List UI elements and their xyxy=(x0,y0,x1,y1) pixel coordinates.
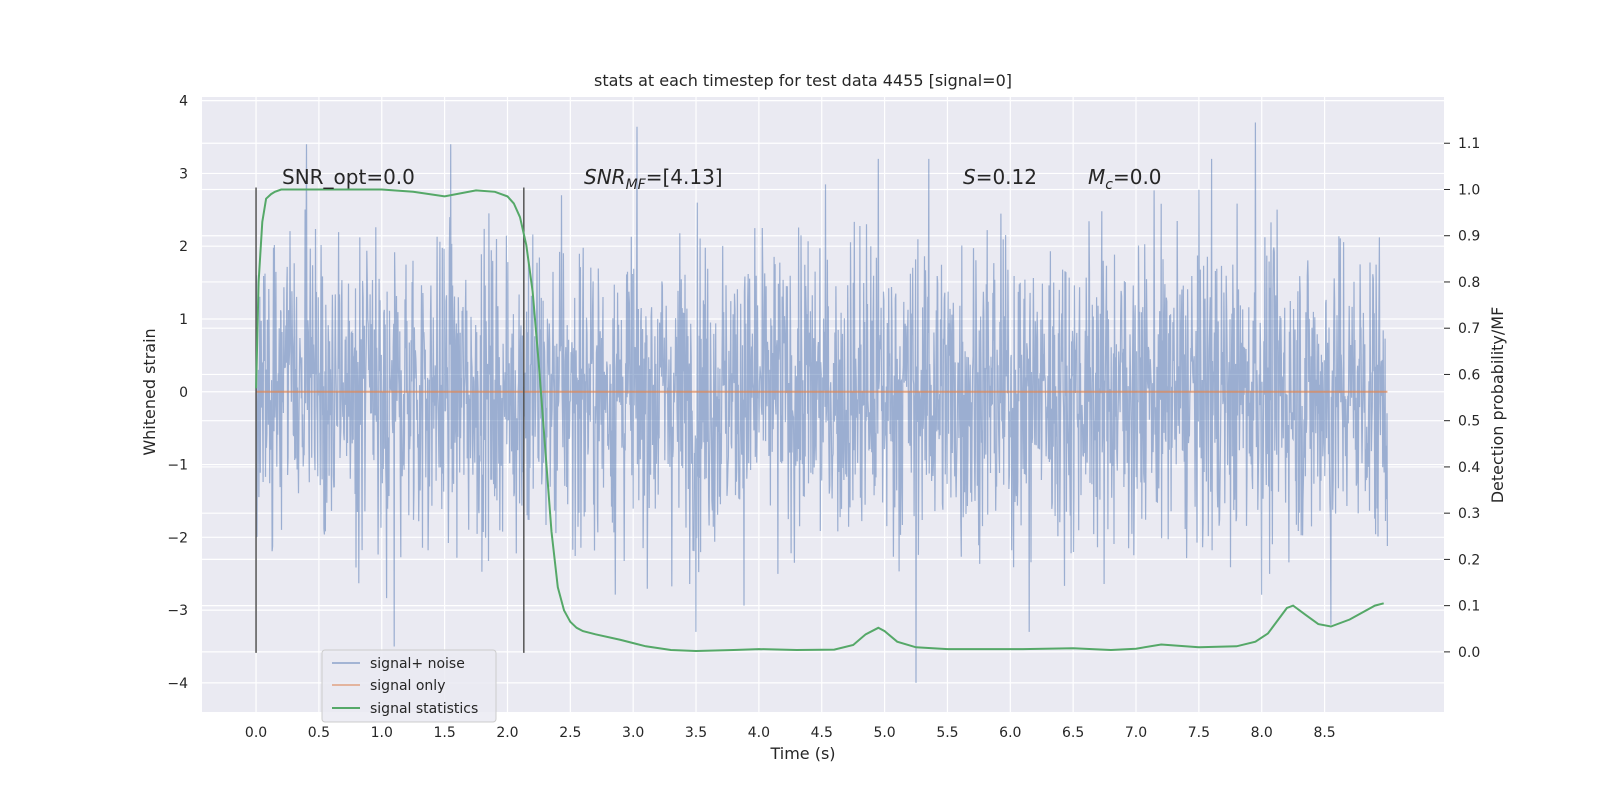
y-axis-label: Whitened strain xyxy=(140,328,159,455)
x-tick-label: 8.0 xyxy=(1251,725,1273,741)
x-tick-label: 6.0 xyxy=(999,725,1021,741)
legend-label-signal: signal only xyxy=(370,678,445,694)
x-tick-label: 8.5 xyxy=(1313,725,1335,741)
y-tick-label: 1 xyxy=(179,312,188,328)
x-tick-label: 2.5 xyxy=(559,725,581,741)
mc-annotation: Mc=0.0 xyxy=(1088,165,1162,193)
y2-tick-label: 1.0 xyxy=(1458,182,1480,198)
snr-mf-main: SNR xyxy=(584,165,626,189)
s-variable: S xyxy=(963,165,976,189)
y-tick-label: 3 xyxy=(179,166,188,182)
chart-title: stats at each timestep for test data 445… xyxy=(594,71,1012,90)
legend-label-statistics: signal statistics xyxy=(370,701,478,717)
y2-tick-label: 0.3 xyxy=(1458,506,1480,522)
x-tick-label: 1.0 xyxy=(371,725,393,741)
y-tick-label: 2 xyxy=(179,239,188,255)
x-tick-label: 1.5 xyxy=(433,725,455,741)
snr-opt-annotation: SNR_opt=0.0 xyxy=(282,165,415,189)
vertical-lines-layer xyxy=(255,187,525,653)
y2-tick-label: 0.0 xyxy=(1458,645,1480,661)
y2-tick-label: 0.7 xyxy=(1458,321,1480,337)
x-tick-label: 5.5 xyxy=(936,725,958,741)
y-tick-label: −2 xyxy=(167,530,188,546)
legend-box xyxy=(321,649,497,723)
y2-tick-label: 1.1 xyxy=(1458,136,1480,152)
x-tick-label: 0.0 xyxy=(245,725,267,741)
y2-tick-label: 0.5 xyxy=(1458,414,1480,430)
y2-tick-label: 0.9 xyxy=(1458,229,1480,245)
s-annotation: S=0.12 xyxy=(963,165,1037,189)
x-tick-label: 4.5 xyxy=(811,725,833,741)
tick-labels-layer: 0.0 0.5 1.0 1.5 2.0 2.5 3.0 3.5 4.0 4.5 5.0 5.5 6.0 6… xyxy=(167,94,1480,741)
y2-tick-label: 0.2 xyxy=(1458,552,1480,568)
snr-mf-value: =[4.13] xyxy=(646,165,723,189)
y2-tick-label: 0.6 xyxy=(1458,367,1480,383)
mc-value: =0.0 xyxy=(1113,165,1162,189)
mc-subscript: c xyxy=(1105,177,1113,193)
x-tick-label: 4.0 xyxy=(748,725,770,741)
y2-tick-label: 0.4 xyxy=(1458,460,1480,476)
legend: signal+ noise signal only signal statist… xyxy=(321,649,497,723)
legend-label-noise: signal+ noise xyxy=(370,656,465,672)
x-tick-label: 0.5 xyxy=(308,725,330,741)
x-tick-label: 3.0 xyxy=(622,725,644,741)
x-tick-label: 2.0 xyxy=(496,725,518,741)
noise-series-layer xyxy=(255,122,1388,683)
y-tick-label: 0 xyxy=(179,385,188,401)
signal-noise-line xyxy=(255,122,1388,683)
s-value: =0.12 xyxy=(976,165,1037,189)
y-tick-label: −3 xyxy=(167,603,188,619)
y-tick-label: −4 xyxy=(167,676,188,692)
y2-axis-label: Detection probability/MF xyxy=(1488,307,1507,504)
x-tick-label: 7.0 xyxy=(1125,725,1147,741)
y-tick-label: −1 xyxy=(167,458,188,474)
snr-mf-subscript: MF xyxy=(626,177,647,193)
y2-tick-label: 0.1 xyxy=(1458,599,1480,615)
y2-tick-label: 0.8 xyxy=(1458,275,1480,291)
x-axis-label: Time (s) xyxy=(769,744,835,763)
x-tick-label: 6.5 xyxy=(1062,725,1084,741)
snr-mf-annotation: SNRMF=[4.13] xyxy=(584,165,723,193)
mc-variable: M xyxy=(1088,165,1105,189)
x-tick-label: 3.5 xyxy=(685,725,707,741)
x-tick-label: 5.0 xyxy=(873,725,895,741)
y-tick-label: 4 xyxy=(179,94,188,110)
signal-statistics-line xyxy=(255,188,1384,653)
statistics-series-layer xyxy=(255,188,1384,653)
x-tick-label: 7.5 xyxy=(1188,725,1210,741)
